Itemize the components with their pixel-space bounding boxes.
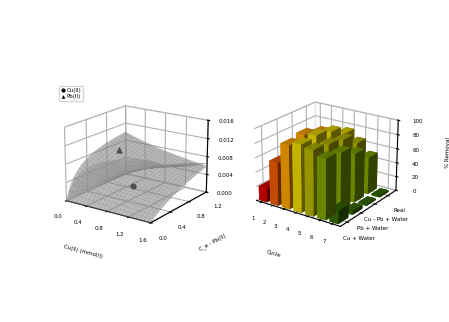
Legend: Cu(II), Pb(II): Cu(II), Pb(II) [59, 86, 83, 101]
Y-axis label: C_e - Pb(II): C_e - Pb(II) [198, 232, 227, 252]
X-axis label: Cycle: Cycle [266, 249, 282, 259]
X-axis label: Cu(II) (mmol/l): Cu(II) (mmol/l) [63, 244, 103, 259]
